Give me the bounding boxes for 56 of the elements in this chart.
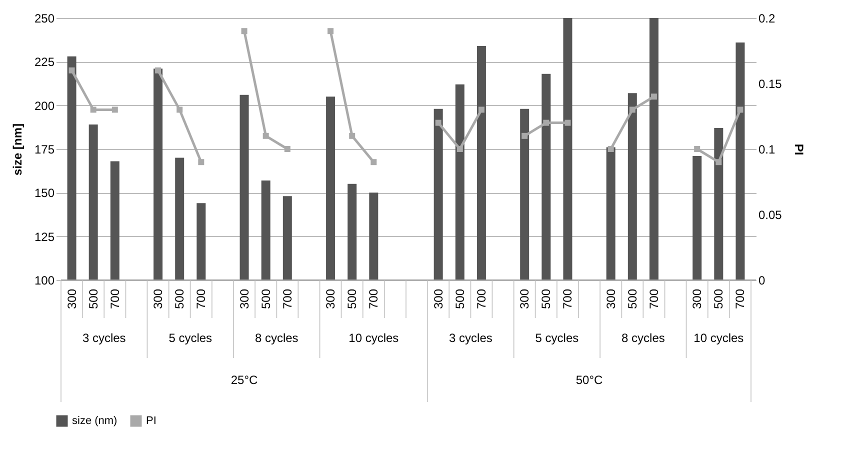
text: 8 cycles (622, 331, 665, 345)
x-tick-label: 700 (366, 288, 381, 310)
x-tick-label: 500 (452, 288, 467, 310)
y-tick-label: 125 (34, 230, 55, 244)
x-tick-label: 500 (712, 288, 726, 310)
x-tick-label: 300 (604, 288, 618, 310)
y-tick-label: 150 (34, 186, 55, 200)
x-tick-label: 700 (108, 288, 122, 310)
text: 8 cycles (254, 331, 298, 345)
x-tick-label: 500 (172, 288, 187, 310)
x-tick-label: 300 (324, 288, 338, 310)
x-tick-label: 700 (474, 288, 488, 310)
text: 25°C (230, 373, 258, 387)
x-tick-label: 300 (518, 288, 532, 310)
x-tick-label: 700 (733, 288, 748, 310)
text: 10 cycles (348, 331, 399, 345)
legend-label: PI (146, 415, 156, 427)
text: 50°C (576, 373, 604, 387)
y2-tick-label: 0.2 (758, 12, 776, 26)
y-tick-label: 100 (34, 274, 55, 288)
y2-tick-label: 0 (758, 274, 766, 288)
x-tick-label: 300 (237, 288, 252, 310)
y2-tick-label: 0.1 (758, 142, 776, 156)
text: 5 cycles (535, 331, 579, 345)
y-tick-label: 175 (34, 142, 55, 156)
y-tick-label: 250 (34, 12, 55, 26)
x-tick-label: 300 (151, 288, 166, 310)
point (716, 159, 722, 166)
x-tick-label: 500 (258, 288, 273, 310)
x-tick-label: 500 (539, 288, 554, 310)
text: 3 cycles (82, 331, 126, 345)
point (694, 146, 700, 152)
legend-label: size (nm) (72, 415, 118, 427)
y2-tick-label: 0.05 (758, 208, 782, 222)
x-tick-label: 700 (280, 288, 294, 310)
text: 3 cycles (449, 331, 492, 345)
x-tick-label: 500 (345, 288, 360, 310)
y-axis-title: size [nm] (10, 123, 24, 176)
x-tick-label: 700 (560, 288, 575, 310)
text: 10 cycles (694, 331, 744, 345)
x-tick-label: 300 (690, 288, 704, 310)
point (737, 106, 744, 113)
x-tick-label: 700 (646, 288, 661, 310)
x-tick-label: 500 (86, 288, 100, 310)
point (349, 132, 356, 139)
y-tick-label: 225 (34, 55, 55, 70)
x-tick-label: 300 (64, 288, 79, 310)
y2-axis-title: PI (792, 144, 806, 156)
text: 5 cycles (168, 331, 212, 345)
x-tick-label: 500 (625, 288, 640, 310)
x-tick-label: 300 (431, 288, 446, 310)
y-tick-label: 200 (34, 98, 55, 113)
point (328, 28, 334, 34)
y2-tick-label: 0.15 (758, 77, 782, 91)
x-tick-label: 700 (194, 288, 208, 310)
point (370, 159, 377, 166)
